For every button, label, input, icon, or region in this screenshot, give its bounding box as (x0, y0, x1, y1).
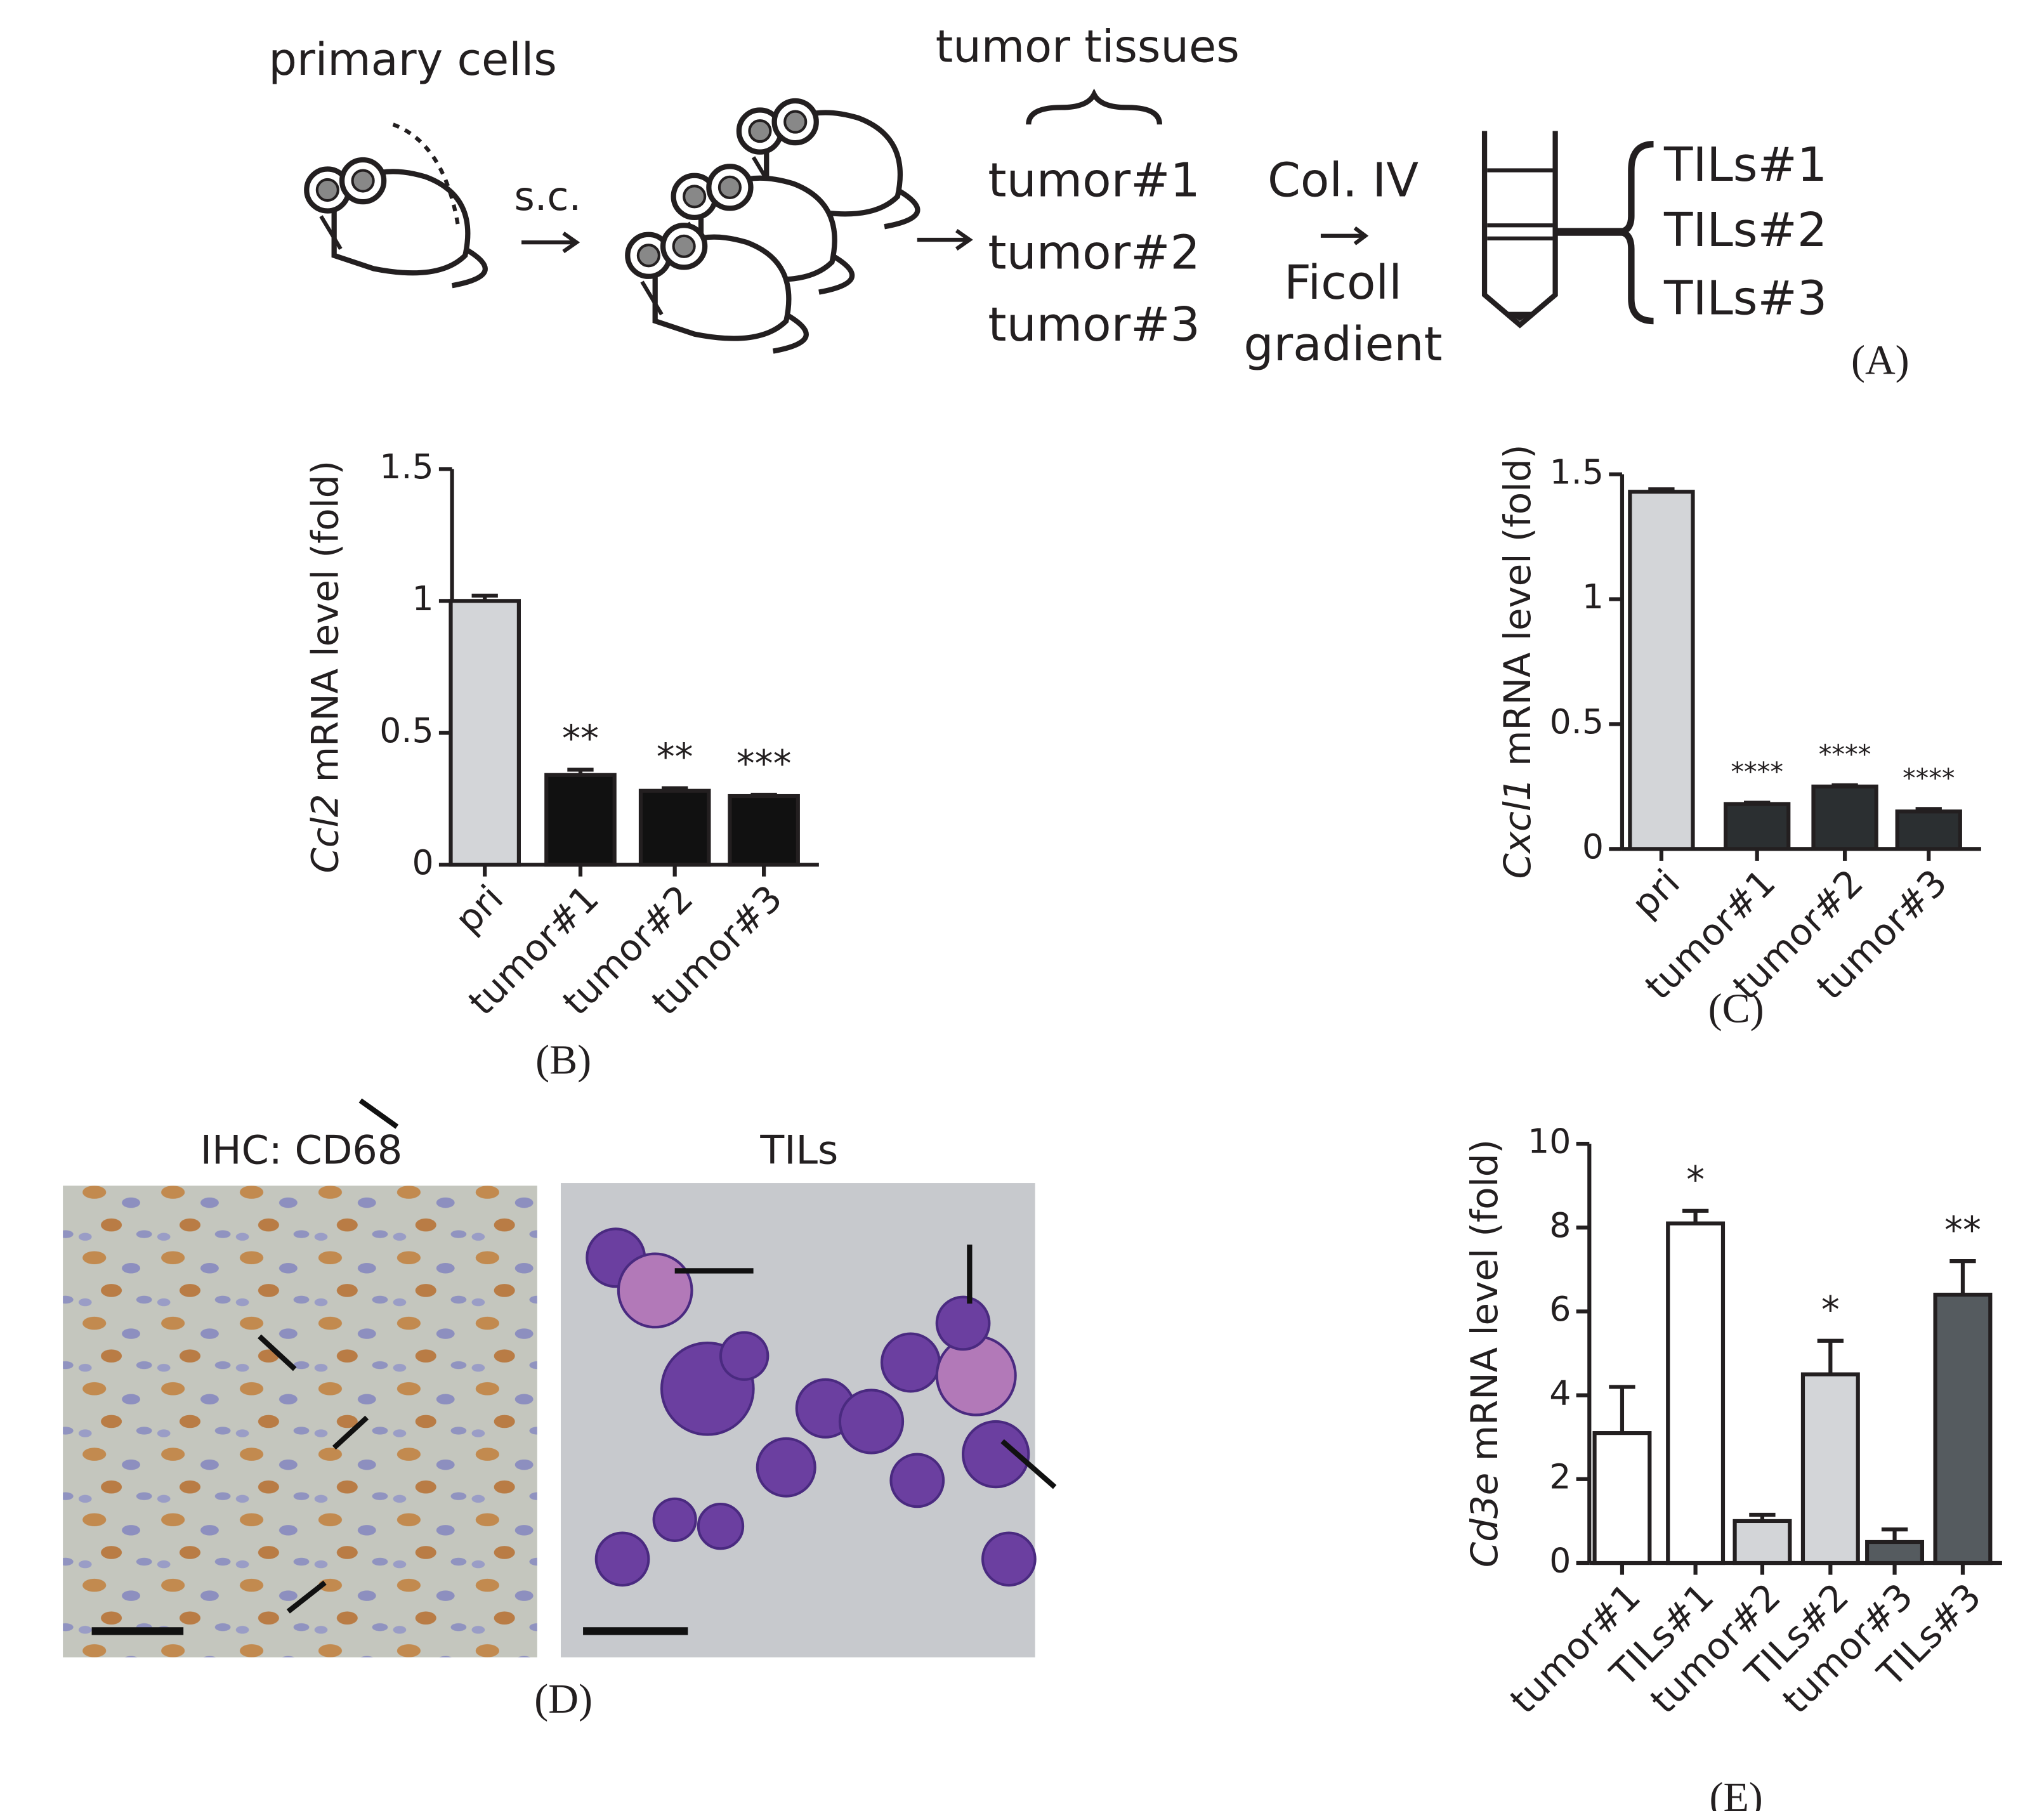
label: tumor#3 (988, 297, 1200, 352)
panel-a: primary cells s.c. tumor tissues tumor#1… (268, 21, 1909, 384)
y-axis-label-text: mRNA level (fold) (303, 461, 346, 782)
image-title: TILs (759, 1127, 838, 1174)
ihc-image (63, 1186, 537, 1657)
significance: **** (1819, 740, 1871, 770)
significance: ** (1944, 1208, 1981, 1252)
panel-label: (C) (1708, 986, 1764, 1032)
label: s.c. (514, 173, 581, 219)
significance: **** (1731, 757, 1783, 787)
label: tumor tissues (936, 21, 1240, 73)
label: primary cells (268, 34, 557, 86)
label: Col. IV (1268, 153, 1418, 208)
y-tick-label: 6 (1549, 1289, 1571, 1329)
y-tick-label: 0.5 (379, 710, 433, 750)
label: TILs#3 (1663, 271, 1827, 326)
y-tick-label: 0 (1549, 1541, 1571, 1581)
y-axis-label: Cxcl1 mRNA level (fold) (1496, 445, 1539, 879)
significance: * (1821, 1288, 1840, 1331)
label: tumor#1 (988, 153, 1200, 208)
bar (638, 788, 711, 867)
injection-path (392, 122, 461, 230)
y-tick-label: 1 (1582, 577, 1604, 617)
bar (544, 773, 617, 867)
y-tick-label: 0.5 (1550, 702, 1604, 742)
y-tick-label: 0 (1582, 827, 1604, 866)
y-tick-label: 1.5 (379, 447, 433, 487)
y-axis-label-gene: Cd3e (1463, 1473, 1506, 1567)
y-tick-label: 2 (1549, 1456, 1571, 1496)
cells (586, 1227, 1037, 1587)
arrow (258, 1098, 1057, 1614)
y-tick-label: 4 (1549, 1373, 1571, 1413)
bar (1666, 1221, 1726, 1566)
bar (728, 794, 800, 867)
label: gradient (1243, 317, 1442, 372)
significance: ** (562, 717, 599, 760)
bar (449, 599, 521, 867)
arrow (1320, 226, 1369, 245)
y-axis-label: Ccl2 mRNA level (fold) (303, 461, 346, 873)
bar (1628, 490, 1695, 851)
y-tick-label: 10 (1528, 1121, 1571, 1161)
y-axis-label-text: mRNA level (fold) (1496, 445, 1539, 766)
bar (1811, 784, 1878, 851)
bar (1724, 802, 1791, 851)
tube (1481, 131, 1558, 329)
bar (1592, 1431, 1652, 1566)
y-tick-label: 1 (412, 579, 433, 618)
y-tick-label: 0 (412, 842, 433, 882)
x-tick-label: pri (1623, 861, 1688, 925)
tube-layer (1487, 168, 1553, 241)
y-axis-label-gene: Ccl2 (303, 794, 346, 873)
panel-d: IHC: CD68 TILs (D) (63, 1087, 1057, 1722)
bar (1895, 809, 1962, 851)
significance: **** (1903, 763, 1955, 794)
arrow (521, 232, 580, 254)
y-axis-label: Cd3e mRNA level (fold) (1463, 1139, 1506, 1567)
bar (1865, 1540, 1925, 1566)
y-tick-label: 8 (1549, 1205, 1571, 1245)
y-tick-label: 1.5 (1550, 452, 1604, 492)
bar (1933, 1292, 1993, 1566)
brace (1026, 88, 1162, 125)
significance: * (1686, 1158, 1705, 1201)
label: TILs#2 (1663, 202, 1827, 258)
pellet (1507, 311, 1533, 322)
brace (1618, 141, 1654, 325)
y-axis-label-text: mRNA level (fold) (1463, 1139, 1506, 1461)
significance: ** (657, 735, 693, 778)
x-tick-label: pri (447, 877, 511, 941)
label: tumor#2 (988, 225, 1200, 280)
significance: *** (737, 742, 792, 785)
bar (1733, 1519, 1792, 1566)
panel-label: (A) (1851, 337, 1910, 383)
panel-label: (E) (1709, 1774, 1762, 1811)
label: Ficoll (1284, 255, 1402, 310)
panel-label: (D) (534, 1676, 593, 1722)
bar (1800, 1372, 1860, 1566)
y-axis-label-gene: Cxcl1 (1496, 778, 1539, 879)
panel-label: (B) (535, 1036, 591, 1083)
image-title: IHC: CD68 (200, 1127, 402, 1174)
arrow (917, 228, 973, 251)
label: TILs#1 (1663, 137, 1827, 192)
